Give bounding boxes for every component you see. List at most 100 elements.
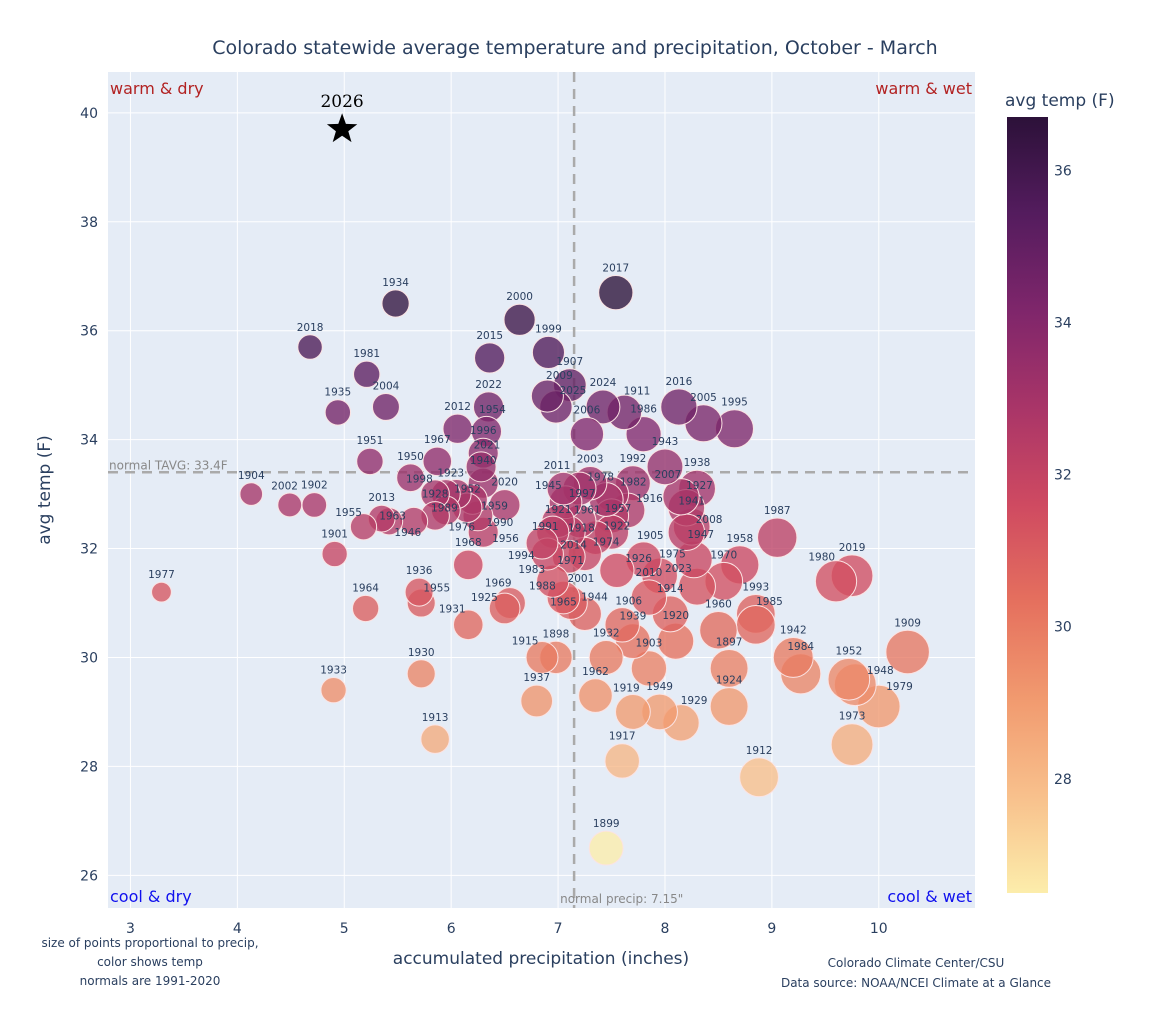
data-point-label: 1955 [423, 582, 450, 594]
data-point-label: 1911 [624, 386, 651, 398]
data-point [452, 609, 484, 641]
colorbar-tick-label: 34 [1054, 315, 1072, 331]
colorbar-title: avg temp (F) [1005, 91, 1115, 111]
data-point-label: 1902 [301, 480, 328, 492]
data-point-label: 1974 [593, 537, 620, 549]
data-point [830, 723, 874, 766]
data-point-label: 2021 [474, 440, 501, 452]
x-axis-label: accumulated precipitation (inches) [393, 949, 689, 969]
data-point [371, 392, 400, 421]
data-point-label: 1928 [422, 489, 449, 501]
data-point-label: 1991 [532, 521, 559, 533]
colorbar-tick-label: 36 [1054, 163, 1072, 179]
data-point [525, 526, 559, 560]
data-point-label: 1917 [609, 731, 636, 743]
y-tick-label: 28 [80, 759, 98, 775]
colorbar-tick-label: 30 [1054, 620, 1072, 636]
data-point [646, 448, 684, 486]
data-point-label: 1907 [556, 356, 583, 368]
data-point [297, 334, 323, 360]
x-tick-label: 8 [661, 921, 670, 937]
data-point-label: 1936 [406, 565, 433, 577]
data-point [352, 594, 380, 623]
data-point [660, 388, 698, 426]
data-point-label: 1978 [587, 471, 614, 483]
data-point-label: 2009 [546, 370, 573, 382]
data-point-label: 1986 [630, 404, 657, 416]
data-point-label: 1954 [479, 404, 506, 416]
data-point-label: 1951 [357, 435, 384, 447]
data-point-label: 1946 [394, 527, 421, 539]
data-point-label: 2020 [491, 477, 518, 489]
data-point-label: 1923 [437, 467, 464, 479]
data-point [320, 677, 347, 704]
data-point-label: 1969 [485, 578, 512, 590]
data-point-label: 1942 [780, 625, 807, 637]
data-point [356, 447, 384, 476]
data-point-label: 1941 [678, 495, 705, 507]
data-point-label: 1937 [523, 672, 550, 684]
colorbar-tick-label: 32 [1054, 468, 1072, 484]
data-point [530, 379, 564, 413]
data-point-label: 1904 [238, 470, 265, 482]
data-point-label: 1950 [397, 451, 424, 463]
data-point-label: 1901 [321, 528, 348, 540]
data-point-label: 1980 [808, 551, 835, 563]
data-point-label: 1914 [657, 583, 684, 595]
data-point-label: 2014 [560, 539, 587, 551]
data-point-label: 1943 [652, 436, 679, 448]
data-point [452, 549, 484, 581]
data-point-label: 1989 [431, 503, 458, 515]
x-tick-label: 10 [870, 921, 888, 937]
data-point-label: 1992 [620, 453, 647, 465]
data-point [630, 579, 668, 616]
data-point [321, 540, 348, 568]
highlight-star-marker [326, 113, 358, 143]
data-point-label: 2003 [577, 454, 604, 466]
data-point-label: 1958 [726, 533, 753, 545]
data-point-label: 1956 [492, 533, 519, 545]
data-point-label: 1961 [574, 504, 601, 516]
data-point-label: 1984 [787, 641, 814, 653]
data-point-label: 1971 [557, 555, 584, 567]
data-point-label: 1964 [352, 582, 379, 594]
data-point-label: 1932 [593, 628, 620, 640]
data-point [757, 517, 798, 558]
data-point [569, 417, 605, 452]
data-point-label: 1973 [839, 711, 866, 723]
data-point-label: 1925 [471, 592, 498, 604]
data-point-label: 1897 [716, 636, 743, 648]
data-point [488, 592, 521, 625]
y-tick-label: 34 [80, 433, 98, 449]
data-point-label: 1977 [148, 569, 175, 581]
data-point [277, 492, 303, 518]
colorbar [1007, 117, 1048, 893]
data-point-label: 2023 [665, 563, 692, 575]
data-point-label: 2001 [568, 573, 595, 585]
data-point-label: 1999 [535, 323, 562, 335]
data-point-label: 1968 [455, 537, 482, 549]
quadrant-label-warm-dry: warm & dry [110, 79, 204, 98]
data-point-label: 1909 [894, 617, 921, 629]
data-point-label: 1955 [335, 507, 362, 519]
data-point-label: 2006 [574, 405, 601, 417]
data-point [588, 640, 624, 675]
quadrant-label-cool-wet: cool & wet [887, 887, 972, 906]
data-point-label: 1930 [408, 647, 435, 659]
data-point [739, 757, 779, 798]
data-point-label: 1906 [615, 595, 642, 607]
data-point-label: 1981 [353, 348, 380, 360]
data-point-label: 2011 [544, 460, 571, 472]
data-point-label: 1975 [659, 548, 686, 560]
data-point [598, 274, 634, 311]
y-tick-label: 30 [80, 650, 98, 666]
data-point [630, 650, 668, 687]
data-point [588, 830, 624, 866]
data-point-label: 2008 [696, 514, 723, 526]
data-point-label: 1959 [481, 500, 508, 512]
data-point-label: 1948 [867, 665, 894, 677]
data-point-label: 1949 [646, 681, 673, 693]
data-point-label: 1990 [487, 517, 514, 529]
data-point [381, 289, 410, 318]
